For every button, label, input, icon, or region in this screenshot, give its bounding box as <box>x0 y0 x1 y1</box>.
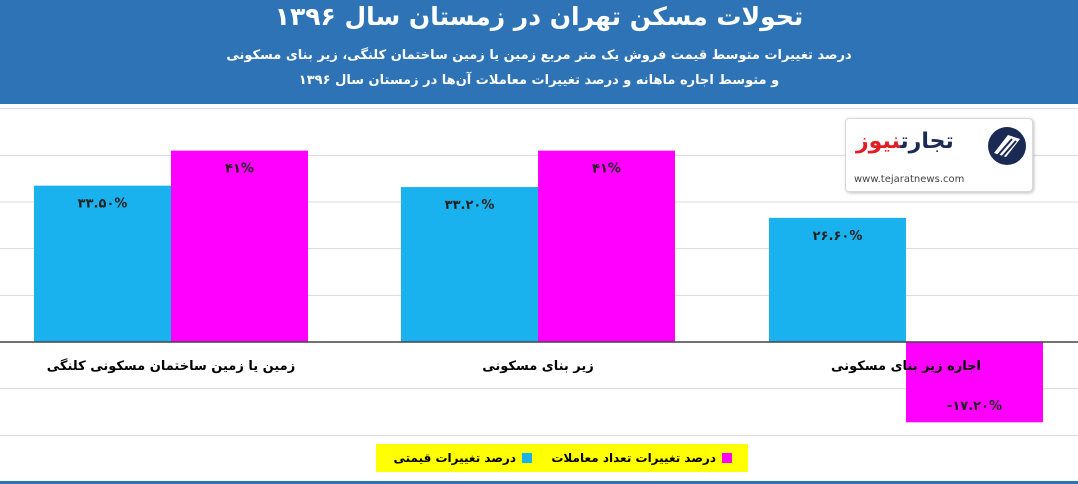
logo-url: www.tejaratnews.com <box>854 174 965 185</box>
chart-subtitle-line-1: درصد تغییرات متوسط قیمت فروش یک متر مربع… <box>226 48 852 63</box>
logo-wordmark: تجارتنیوز <box>856 129 954 154</box>
data-label: ۳۳.۲۰% <box>445 198 495 213</box>
chart-title: تحولات مسکن تهران در زمستان سال ۱۳۹۶ <box>274 2 804 31</box>
chart-header: تحولات مسکن تهران در زمستان سال ۱۳۹۶ درص… <box>0 0 1078 104</box>
data-label: ۴۱% <box>592 162 621 177</box>
legend-label-transactions: درصد تغییرات تعداد معاملات <box>551 451 716 465</box>
logo-wordmark-part1: تجارت <box>900 129 954 154</box>
tejaratnews-logo: تجارتنیوز www.tejaratnews.com <box>845 118 1033 192</box>
data-label: -۱۷.۲۰% <box>947 399 1002 414</box>
bar-transactions-1 <box>538 150 675 342</box>
data-label: ۴۱% <box>225 162 254 177</box>
logo-globe-icon <box>988 127 1026 165</box>
bar-transactions-0 <box>171 150 308 342</box>
legend-item-transactions: درصد تغییرات تعداد معاملات <box>551 451 732 465</box>
chart-legend: درصد تغییرات تعداد معاملات درصد تغییرات … <box>376 444 748 472</box>
legend-item-price: درصد تغییرات قیمتی <box>393 451 532 465</box>
bar-price-0 <box>34 185 171 342</box>
legend-swatch-price <box>522 453 532 463</box>
bar-price-1 <box>401 187 538 342</box>
footer-bar <box>0 481 1078 484</box>
legend-label-price: درصد تغییرات قیمتی <box>393 451 516 465</box>
data-label: ۲۶.۶۰% <box>813 229 863 244</box>
category-label: زیر بنای مسکونی <box>482 359 594 374</box>
data-label: ۳۳.۵۰% <box>78 197 128 212</box>
logo-wordmark-part2: نیوز <box>856 129 901 154</box>
legend-swatch-transactions <box>722 453 732 463</box>
category-label: اجاره زیر بنای مسکونی <box>831 359 981 374</box>
chart-subtitle-line-2: و متوسط اجاره ماهانه و درصد تغییرات معام… <box>298 73 780 88</box>
category-label: زمین یا زمین ساختمان مسکونی کلنگی <box>47 358 295 374</box>
bar-price-2 <box>769 217 906 342</box>
bar-transactions-2 <box>906 342 1043 423</box>
